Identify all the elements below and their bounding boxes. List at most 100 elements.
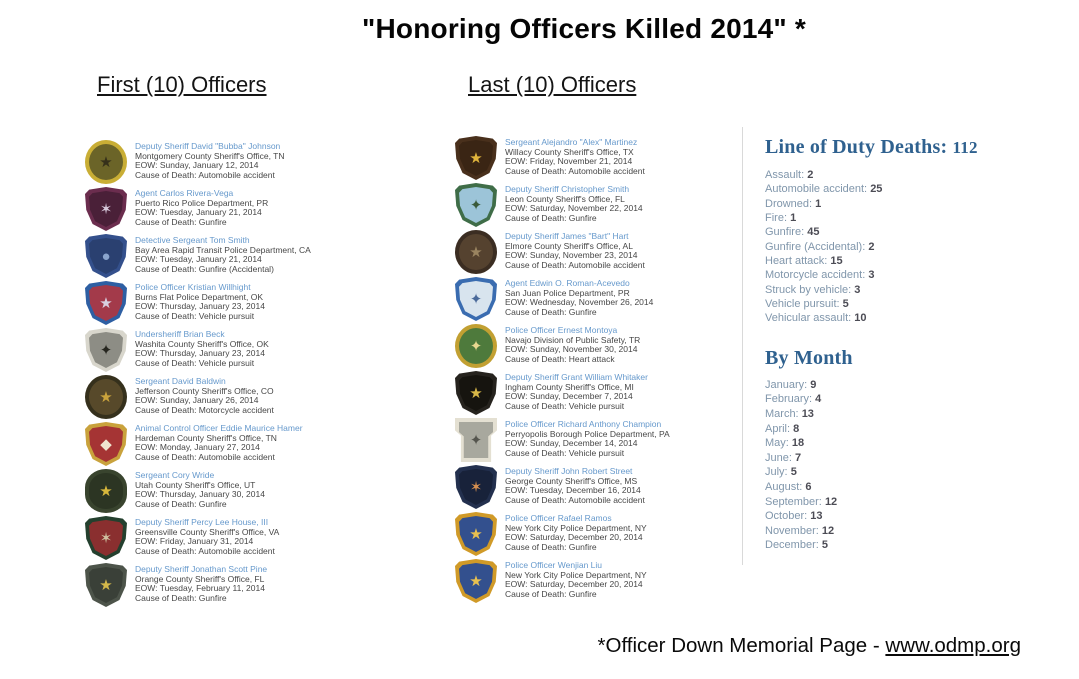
stat-label: Struck by vehicle:	[765, 283, 852, 296]
officer-name-link[interactable]: Agent Carlos Rivera-Vega	[135, 188, 234, 198]
officer-entry: ★ Sergeant Alejandro "Alex" Martinez Wil…	[455, 136, 745, 183]
stat-value: 13	[801, 407, 814, 420]
stat-row: Struck by vehicle: 3	[765, 283, 1065, 297]
officer-details: Agent Carlos Rivera-Vega Puerto Rico Pol…	[135, 187, 268, 234]
line-of-duty-deaths-title: Line of Duty Deaths: 112	[765, 136, 1065, 159]
officer-cause: Cause of Death: Vehicle pursuit	[135, 357, 255, 368]
patch-emblem: ✦	[99, 341, 113, 359]
officer-name-link[interactable]: Police Officer Rafael Ramos	[505, 513, 612, 523]
agency-patch-icon: ★	[455, 371, 497, 415]
officer-name-link[interactable]: Sergeant David Baldwin	[135, 376, 226, 386]
stat-value: 7	[794, 451, 802, 464]
stat-row: October: 13	[765, 509, 1065, 524]
officer-cause: Cause of Death: Gunfire	[505, 212, 597, 223]
stat-value: 45	[807, 226, 820, 239]
officer-entry: ✦ Police Officer Richard Anthony Champio…	[455, 418, 745, 465]
stat-value: 6	[805, 480, 812, 493]
officer-name-link[interactable]: Undersheriff Brian Beck	[135, 329, 225, 339]
officer-eow: EOW: Saturday, December 20, 2014	[505, 532, 643, 543]
officer-agency: Ingham County Sheriff's Office, MI	[505, 381, 634, 392]
stat-label: Heart attack:	[765, 255, 828, 268]
officer-agency: New York City Police Department, NY	[505, 569, 647, 580]
officer-name-link[interactable]: Detective Sergeant Tom Smith	[135, 235, 250, 245]
officer-name-link[interactable]: Animal Control Officer Eddie Maurice Ham…	[135, 423, 303, 433]
stat-value: 2	[868, 240, 875, 253]
stat-label: November:	[765, 524, 819, 537]
officer-agency: New York City Police Department, NY	[505, 522, 647, 533]
officer-agency: Elmore County Sheriff's Office, AL	[505, 240, 633, 251]
agency-patch-icon: ★	[455, 230, 497, 274]
officer-agency: Washita County Sheriff's Office, OK	[135, 338, 269, 349]
officer-name-link[interactable]: Police Officer Wenjian Liu	[505, 560, 603, 570]
stat-row: Gunfire (Accidental): 2	[765, 240, 1065, 254]
agency-patch-icon: ★	[85, 140, 127, 184]
stat-value: 5	[790, 466, 797, 479]
officer-name-link[interactable]: Police Officer Ernest Montoya	[505, 325, 618, 335]
officer-eow: EOW: Saturday, November 22, 2014	[505, 203, 643, 214]
stat-label: Gunfire (Accidental):	[765, 240, 866, 253]
officer-entry: ◆ Animal Control Officer Eddie Maurice H…	[85, 422, 430, 469]
stat-value: 1	[815, 197, 822, 210]
stat-label: May:	[765, 437, 789, 450]
officer-cause: Cause of Death: Automobile accident	[505, 259, 645, 270]
officer-name-link[interactable]: Deputy Sheriff Percy Lee House, III	[135, 517, 269, 527]
footer-attribution: *Officer Down Memorial Page - www.odmp.o…	[598, 634, 1021, 658]
officer-cause: Cause of Death: Vehicle pursuit	[505, 400, 625, 411]
patch-inner	[459, 234, 493, 270]
officer-name-link[interactable]: Deputy Sheriff Christopher Smith	[505, 184, 630, 194]
officer-name-link[interactable]: Deputy Sheriff Grant William Whitaker	[505, 372, 648, 382]
stat-value: 8	[793, 422, 800, 435]
officer-cause: Cause of Death: Gunfire	[135, 216, 227, 227]
patch-inner	[89, 379, 123, 415]
agency-patch-icon: ✶	[455, 465, 497, 509]
officer-agency: George County Sheriff's Office, MS	[505, 475, 638, 486]
patch-emblem: ✶	[469, 478, 483, 496]
stat-label: Automobile accident:	[765, 183, 868, 196]
stat-label: June:	[765, 451, 792, 464]
officer-entry: ✦ Agent Edwin O. Roman-Acevedo San Juan …	[455, 277, 745, 324]
agency-patch-icon: ✶	[85, 187, 127, 231]
officer-entry: ★ Deputy Sheriff James "Bart" Hart Elmor…	[455, 230, 745, 277]
officer-name-link[interactable]: Agent Edwin O. Roman-Acevedo	[505, 278, 630, 288]
patch-emblem: ✶	[99, 529, 113, 547]
odmp-link[interactable]: www.odmp.org	[885, 634, 1021, 657]
officer-details: Police Officer Wenjian Liu New York City…	[505, 559, 647, 606]
officer-eow: EOW: Friday, November 21, 2014	[505, 156, 633, 167]
officer-eow: EOW: Tuesday, February 11, 2014	[135, 583, 265, 594]
stat-label: Vehicular assault:	[765, 312, 852, 325]
officer-agency: San Juan Police Department, PR	[505, 287, 630, 298]
officer-agency: Greensville County Sheriff's Office, VA	[135, 526, 280, 537]
officer-agency: Utah County Sheriff's Office, UT	[135, 479, 256, 490]
stat-label: March:	[765, 407, 799, 420]
officer-details: Deputy Sheriff Percy Lee House, III Gree…	[135, 516, 279, 563]
officer-eow: EOW: Wednesday, November 26, 2014	[505, 297, 654, 308]
agency-patch-icon: ★	[85, 469, 127, 513]
stat-value: 25	[870, 183, 883, 196]
officer-name-link[interactable]: Police Officer Richard Anthony Champion	[505, 419, 662, 429]
agency-patch-icon: ✦	[455, 277, 497, 321]
officer-cause: Cause of Death: Gunfire (Accidental)	[135, 263, 274, 274]
officer-name-link[interactable]: Deputy Sheriff James "Bart" Hart	[505, 231, 629, 241]
officer-name-link[interactable]: Sergeant Cory Wride	[135, 470, 215, 480]
officer-cause: Cause of Death: Motorcycle accident	[135, 404, 274, 415]
agency-patch-icon: ✦	[455, 418, 497, 462]
officer-name-link[interactable]: Sergeant Alejandro "Alex" Martinez	[505, 137, 638, 147]
officer-name-link[interactable]: Police Officer Kristian Willhight	[135, 282, 251, 292]
officer-cause: Cause of Death: Automobile accident	[135, 545, 275, 556]
officer-entry: ★ Deputy Sheriff Grant William Whitaker …	[455, 371, 745, 418]
officer-name-link[interactable]: Deputy Sheriff John Robert Street	[505, 466, 633, 476]
agency-patch-icon: ★	[455, 559, 497, 603]
stat-value: 3	[854, 283, 861, 296]
by-month-stats: January: 9 February: 4 March: 13 April: …	[765, 378, 1065, 553]
patch-inner	[459, 422, 493, 458]
patch-emblem: ●	[101, 247, 111, 265]
patch-emblem: ★	[469, 525, 483, 543]
officer-name-link[interactable]: Deputy Sheriff Jonathan Scott Pine	[135, 564, 268, 574]
officer-name-link[interactable]: Deputy Sheriff David "Bubba" Johnson	[135, 141, 281, 151]
stat-label: January:	[765, 378, 808, 391]
stat-row: November: 12	[765, 524, 1065, 539]
first-officers-list: ★ Deputy Sheriff David "Bubba" Johnson M…	[85, 140, 430, 610]
officer-cause: Cause of Death: Vehicle pursuit	[135, 310, 255, 321]
stat-value: 15	[830, 255, 843, 268]
officer-eow: EOW: Sunday, January 12, 2014	[135, 160, 259, 171]
